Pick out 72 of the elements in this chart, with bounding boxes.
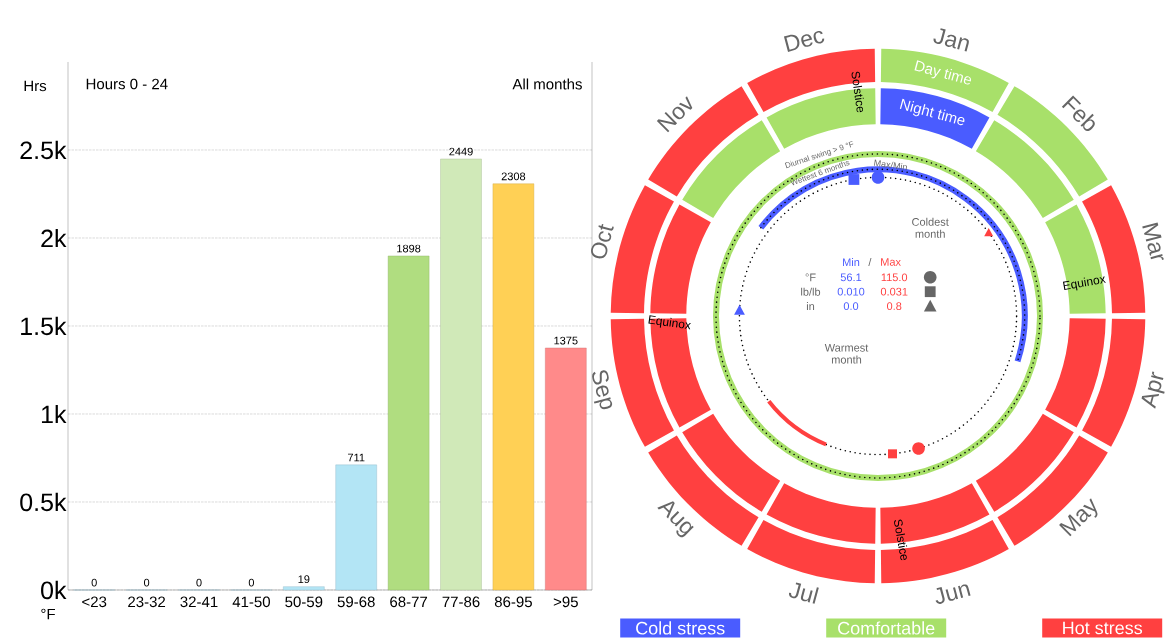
x-tick-label: 77-86 [442,596,480,608]
data-label: 2308 [501,172,526,181]
x-axis-title: °F [41,608,55,620]
x-tick-label: 23-32 [128,596,166,608]
data-label: 1375 [554,336,578,345]
x-tick-label: <23 [82,596,107,608]
text: Equinox [1062,276,1106,291]
x-tick-label: 50-59 [285,596,323,608]
category-label: Dec [783,31,825,52]
bar [492,183,535,591]
y-axis-title: Hrs [24,80,47,92]
text: lb/lb [801,287,821,296]
bar [335,464,377,591]
text: Max [881,258,901,266]
text: Hot stress [1063,621,1143,635]
text: Max/Min [874,159,907,171]
category-label: Jul [788,582,819,604]
data-label: 2449 [449,147,473,156]
bar [545,347,587,591]
y-tick-label: 2k [41,228,67,248]
text: Equinox [648,315,691,330]
text: 0.8 [886,302,902,310]
y-tick-label: 1k [41,404,67,424]
category-label: Jun [935,584,971,604]
category-label: May [1059,498,1098,537]
text: Coldest month [912,217,949,238]
data-label: 711 [348,453,365,462]
text: Warmest month [824,343,869,364]
data-label: 0 [143,578,150,587]
text: Day time [914,60,972,85]
text: 56.1 [840,273,862,282]
y-tick-label: 0k [41,580,67,600]
x-tick-label: 68-77 [390,596,428,608]
text: Night time [899,98,965,126]
data-label: 1898 [397,244,421,253]
x-tick-label: 59-68 [337,596,375,608]
text: in [806,302,815,311]
text: 0.031 [880,287,908,296]
y-tick-label: 1.5k [21,316,67,336]
text: Solstice [851,71,864,113]
x-tick-label: 41-50 [232,596,270,608]
text: Min [843,258,860,266]
category-label: Apr [1141,371,1165,409]
data-label: 19 [298,575,310,584]
text: All months [512,78,582,90]
text: °F [805,273,816,282]
category-label: Jan [933,28,969,52]
bar [440,158,482,591]
category-label: Feb [1061,95,1095,132]
text: 0.010 [837,287,865,296]
x-tick-label: 86-95 [494,596,532,608]
data-label: 0 [91,578,97,587]
y-tick-label: 2.5k [20,140,67,160]
data-label: 0 [196,578,202,587]
category-label: Sep [592,370,613,410]
category-label: Nov [656,96,693,133]
text: 115.0 [881,273,908,282]
data-label: 0 [248,578,255,587]
bar [283,586,325,591]
y-tick-label: 0.5k [20,492,67,512]
text: Solstice [894,519,908,561]
bar [387,255,430,591]
text: / [868,257,872,267]
text: Comfortable [838,621,935,635]
category-label: Aug [657,501,694,538]
x-tick-label: >95 [553,596,578,608]
category-label: Mar [1142,222,1164,260]
category-label: Oct [591,223,614,259]
text: 0.0 [843,302,859,310]
x-tick-label: 32-41 [180,596,218,608]
text: Hours 0 - 24 [86,78,168,90]
text: Cold stress [636,621,725,635]
